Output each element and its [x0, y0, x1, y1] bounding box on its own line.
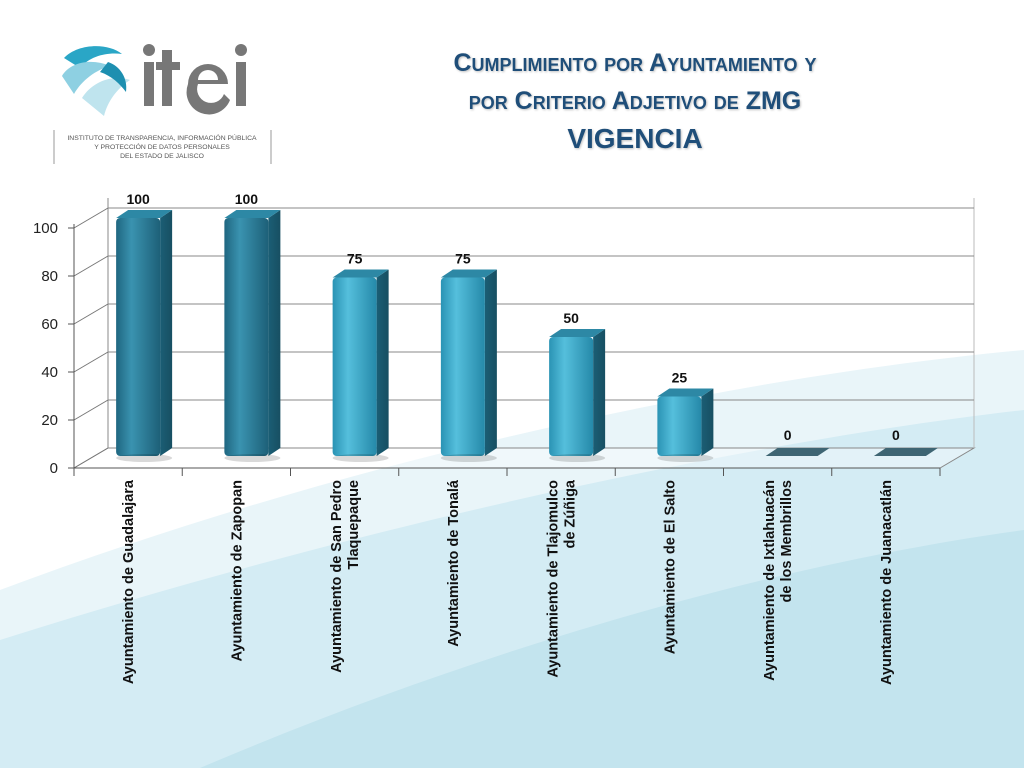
bar-shadow — [116, 454, 173, 462]
data-label: 100 — [235, 191, 259, 207]
y-tick-label: 40 — [41, 364, 58, 381]
bar-top — [549, 329, 606, 337]
chart-grid — [72, 198, 976, 469]
bar-side — [593, 329, 606, 456]
itei-wordmark — [143, 44, 247, 115]
category-label-line: Ayuntamiento de Tonalá — [446, 479, 462, 647]
bar-zero-plate — [873, 448, 938, 456]
org-name-line-2: Y PROTECCIÓN DE DATOS PERSONALES — [94, 142, 230, 151]
data-label: 100 — [126, 191, 150, 207]
title-line-3: VIGENCIA — [567, 123, 703, 154]
y-tick-label: 0 — [50, 460, 58, 477]
bar-shadow — [549, 454, 606, 462]
y-tick-label: 100 — [33, 220, 58, 237]
title-line-2: por Criterio Adjetivo de ZMG — [468, 87, 802, 115]
bar — [440, 269, 497, 462]
bar — [332, 269, 389, 462]
gridline-side — [73, 303, 109, 325]
bar-front — [116, 218, 161, 456]
page-title: Cumplimiento por Ayuntamiento y por Crit… — [330, 44, 940, 158]
bar-side — [268, 210, 281, 456]
category-label-line: Ayuntamiento de El Salto — [662, 480, 678, 654]
x-category-label: Ayuntamiento de El Salto — [662, 480, 678, 654]
bar-top — [224, 210, 281, 218]
bar-top — [657, 388, 714, 397]
bar-shadow — [657, 454, 714, 462]
category-label-line: Ayuntamiento de Ixtlahuacán — [762, 480, 778, 681]
x-category-label: Ayuntamiento de Tlajomulcode Zúñiga — [546, 479, 579, 678]
y-tick-label: 80 — [41, 268, 58, 285]
title-line-1: Cumplimiento por Ayuntamiento y — [453, 49, 817, 77]
data-label: 50 — [563, 310, 579, 326]
category-label-line: Ayuntamiento de Juanacatlán — [879, 480, 895, 685]
bar-side — [160, 210, 173, 456]
y-tick-label: 20 — [41, 412, 58, 429]
category-label-line: Tlaquepaque — [346, 480, 362, 569]
itei-emblem-icon — [62, 46, 130, 116]
bar — [224, 210, 281, 462]
gridline-side — [73, 255, 109, 277]
bar-shadow — [332, 454, 389, 462]
y-tick-label: 60 — [41, 316, 58, 333]
category-label-line: de los Membrillos — [779, 480, 795, 602]
category-label-line: Ayuntamiento de Tlajomulco — [546, 480, 562, 678]
bar — [657, 388, 714, 462]
org-name-line-3: DEL ESTADO DE JALISCO — [120, 153, 204, 160]
category-label-line: Ayuntamiento de Guadalajara — [121, 479, 137, 684]
x-category-label: Ayuntamiento de Juanacatlán — [879, 480, 895, 685]
chart-bars — [116, 210, 938, 462]
gridline-side — [73, 207, 109, 229]
bar-zero-plate — [765, 448, 830, 456]
gridline-side — [73, 399, 109, 421]
category-label-line: Ayuntamiento de Zapopan — [229, 480, 245, 662]
bar-top — [440, 269, 497, 278]
bar — [116, 210, 173, 462]
bar-shadow — [440, 454, 497, 462]
bar-front — [332, 277, 377, 456]
gridline-side — [73, 351, 109, 373]
bar-front — [549, 337, 594, 456]
data-label: 0 — [892, 427, 900, 443]
x-category-label: Ayuntamiento de Zapopan — [229, 480, 245, 662]
bar-side — [701, 388, 714, 456]
x-category-label: Ayuntamiento de Ixtlahuacánde los Membri… — [762, 480, 795, 681]
x-category-label: Ayuntamiento de Guadalajara — [121, 479, 137, 684]
bar-side — [484, 269, 497, 456]
bar-top — [116, 210, 173, 218]
bar — [765, 448, 830, 456]
x-category-label: Ayuntamiento de San PedroTlaquepaque — [329, 480, 362, 673]
bar — [549, 329, 606, 462]
itei-logo: INSTITUTO DE TRANSPARENCIA, INFORMACIÓN … — [53, 44, 272, 164]
bar-front — [440, 277, 485, 456]
data-label: 25 — [672, 370, 688, 386]
bar-top — [332, 269, 389, 278]
bar-shadow — [224, 454, 281, 462]
category-label-line: Ayuntamiento de San Pedro — [329, 480, 345, 673]
data-label: 75 — [455, 251, 471, 267]
chart-floor — [72, 447, 976, 469]
data-label: 0 — [784, 427, 792, 443]
chart-axis: 0 20 40 60 80 100 — [33, 220, 941, 477]
bar-front — [657, 396, 702, 456]
gridline-side — [73, 447, 109, 469]
bar-side — [376, 269, 389, 456]
category-label-line: de Zúñiga — [563, 479, 579, 548]
bar-front — [224, 218, 269, 456]
bar — [873, 448, 938, 456]
data-label: 75 — [347, 251, 363, 267]
chart-labels: 100 Ayuntamiento de Guadalajara 100 Ayuntam… — [121, 191, 900, 685]
org-name-line-1: INSTITUTO DE TRANSPARENCIA, INFORMACIÓN … — [67, 133, 257, 142]
x-category-label: Ayuntamiento de Tonalá — [446, 479, 462, 647]
